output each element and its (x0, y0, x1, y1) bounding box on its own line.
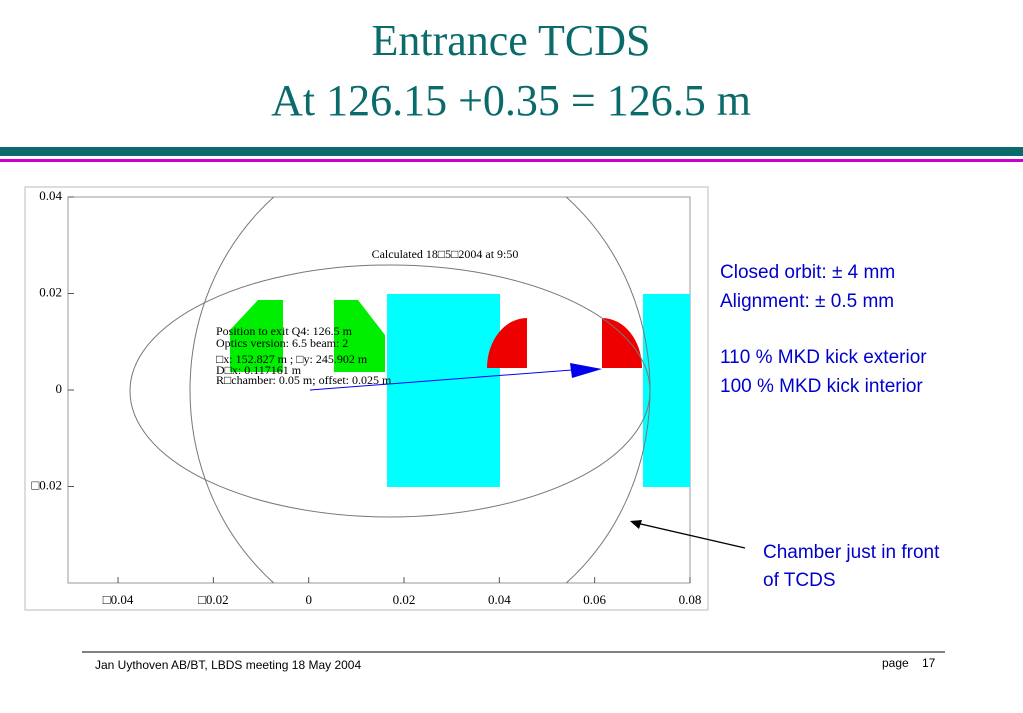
x-tick-label: 0.04 (488, 592, 511, 607)
callout: Chamber just in front (763, 542, 940, 563)
note: 110 % MKD kick exterior (720, 347, 927, 368)
beam-arrow (570, 363, 602, 378)
annotation: Optics version: 6.5 beam: 2 (216, 336, 348, 350)
plot-area (129, 197, 690, 583)
callout-line (631, 521, 746, 549)
y-tick-label: □0.02 (31, 477, 62, 492)
x-tick-label: 0.06 (583, 592, 606, 607)
x-tick-label: 0.08 (679, 592, 702, 607)
callout-arrow (630, 520, 642, 529)
title-bar (0, 147, 1023, 156)
title-line: Entrance TCDS (371, 16, 650, 65)
annotation: R□chamber: 0.05 m; offset: 0.025 m (216, 373, 392, 387)
footer-page: 17 (922, 656, 936, 670)
absorber (387, 294, 500, 487)
footer-page-label: page (882, 656, 909, 670)
chamber (189, 197, 651, 583)
title-line: At 126.15 +0.35 = 126.5 m (271, 76, 751, 125)
x-tick-label: 0 (305, 592, 312, 607)
beam-path (309, 369, 573, 391)
magnet (230, 300, 283, 372)
callout: of TCDS (763, 570, 836, 591)
annotation: □x: 152.827 m ; □y: 245.902 m (216, 352, 368, 366)
quadrant (602, 318, 642, 368)
quadrant (487, 318, 527, 368)
y-tick-label: 0 (56, 381, 63, 396)
annotation: D□x: 0.117161 m (216, 363, 302, 377)
x-tick-label: □0.02 (198, 592, 229, 607)
plot-frame (67, 196, 691, 584)
magnet (334, 300, 385, 372)
footer-author: Jan Uythoven AB/BT, LBDS meeting 18 May … (95, 658, 361, 672)
y-tick-label: 0.04 (39, 188, 62, 203)
x-tick-label: □0.04 (103, 592, 134, 607)
x-tick-label: 0.02 (393, 592, 416, 607)
note: Closed orbit: ± 4 mm (720, 262, 895, 283)
annotation: Calculated 18□5□2004 at 9:50 (372, 247, 519, 261)
annotation: Position to exit Q4: 126.5 m (216, 324, 353, 338)
title-rule (0, 159, 1023, 162)
y-tick-label: 0.02 (39, 284, 62, 299)
note: 100 % MKD kick interior (720, 376, 923, 397)
note: Alignment: ± 0.5 mm (720, 291, 894, 312)
absorber (643, 294, 690, 487)
